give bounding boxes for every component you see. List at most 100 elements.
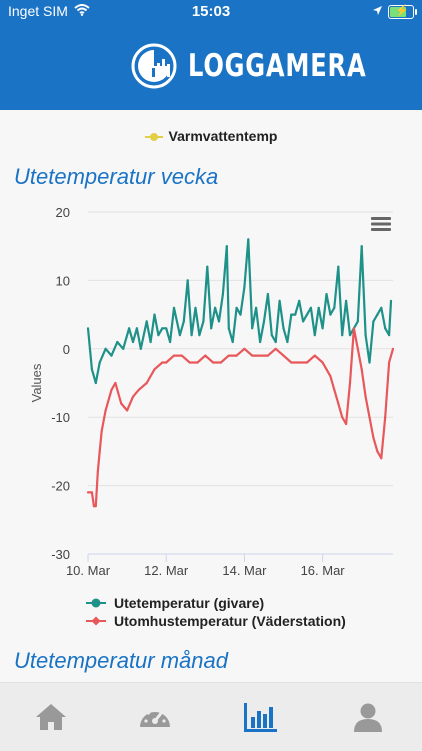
data-point — [178, 334, 181, 337]
bar-chart-icon[interactable] — [242, 701, 278, 733]
home-icon[interactable] — [33, 701, 69, 733]
data-point — [120, 402, 123, 405]
data-point — [161, 361, 164, 364]
data-point — [274, 340, 277, 344]
data-point — [282, 327, 285, 330]
data-point — [219, 361, 222, 364]
data-point — [372, 436, 375, 439]
data-point — [376, 313, 379, 316]
data-point — [126, 409, 129, 412]
data-point — [247, 238, 250, 241]
data-point — [131, 340, 135, 344]
data-point — [100, 429, 103, 432]
data-point — [104, 409, 107, 412]
data-point — [290, 313, 293, 316]
data-point — [92, 505, 95, 508]
battery-charging-icon: ⚡ — [388, 5, 414, 19]
app-header — [0, 0, 422, 110]
data-point — [235, 354, 238, 357]
data-point — [110, 388, 113, 391]
data-point — [317, 306, 320, 309]
data-point — [153, 313, 156, 316]
data-point — [86, 491, 90, 494]
data-point — [188, 361, 191, 364]
y-tick-label: 20 — [56, 205, 70, 220]
tab-bar — [0, 682, 422, 751]
legend-label: Varmvattentemp — [168, 128, 278, 144]
wifi-icon — [74, 4, 90, 16]
hamburger-menu-icon[interactable] — [366, 211, 396, 237]
data-point — [198, 334, 201, 337]
data-point — [190, 334, 193, 337]
series-line-vaderstation — [88, 327, 395, 508]
loggamera-logo-icon — [131, 43, 177, 89]
data-point — [329, 375, 332, 378]
location-arrow-icon — [373, 6, 382, 15]
data-point — [286, 340, 289, 344]
data-point — [368, 361, 371, 364]
data-point — [182, 320, 185, 323]
data-point — [364, 334, 367, 337]
data-point — [243, 347, 246, 350]
status-bar: Inget SIM 15:03 ⚡ — [0, 0, 422, 24]
y-tick-label: -10 — [51, 410, 70, 425]
brand-name: LOGGAMERA — [188, 48, 367, 84]
data-point — [341, 416, 344, 419]
x-tick-label: 12. Mar — [144, 563, 189, 578]
data-point — [165, 327, 168, 330]
y-tick-label: -30 — [51, 547, 70, 562]
data-point — [251, 354, 254, 357]
data-point — [356, 347, 359, 350]
data-point — [225, 245, 228, 248]
data-point — [202, 320, 205, 323]
section-title-month: Utetemperatur månad — [14, 648, 228, 673]
status-time: 15:03 — [191, 3, 231, 20]
data-point — [157, 334, 160, 337]
data-point — [90, 491, 93, 494]
data-point — [114, 381, 117, 385]
data-point — [204, 354, 207, 357]
data-point — [305, 361, 309, 364]
data-point — [180, 354, 183, 357]
data-point — [221, 293, 224, 296]
data-point — [345, 299, 348, 302]
data-point — [149, 340, 152, 344]
data-point — [329, 313, 332, 316]
data-point — [388, 361, 391, 364]
legend-varmvattentemp[interactable]: Varmvattentemp — [0, 128, 422, 144]
data-point — [274, 347, 277, 350]
data-point — [389, 299, 393, 302]
data-point — [348, 334, 352, 337]
data-point — [251, 327, 254, 330]
legend-item-vaderstation[interactable]: Utomhustemperatur (Väderstation) — [86, 612, 346, 630]
x-tick-label: 10. Mar — [66, 563, 111, 578]
data-point — [137, 388, 140, 391]
data-point — [255, 306, 258, 309]
data-point — [231, 340, 234, 344]
data-point — [305, 313, 309, 316]
legend-marker-icon — [144, 133, 163, 142]
series-line-givare — [86, 238, 393, 385]
gauge-icon[interactable] — [137, 701, 173, 733]
y-tick-label: 10 — [56, 273, 70, 288]
data-point — [391, 347, 395, 350]
user-icon[interactable] — [350, 701, 386, 733]
data-point — [110, 354, 113, 357]
data-point — [227, 354, 230, 357]
y-tick-label: 0 — [63, 342, 70, 357]
data-point — [116, 340, 119, 344]
data-point — [172, 354, 176, 357]
data-point — [94, 381, 97, 385]
data-point — [345, 422, 348, 426]
data-point — [122, 347, 125, 350]
data-point — [145, 381, 148, 385]
data-point — [259, 354, 262, 357]
data-point — [104, 347, 107, 350]
data-point — [196, 361, 199, 364]
legend-item-givare[interactable]: Utetemperatur (givare) — [86, 594, 346, 612]
data-point — [380, 306, 383, 309]
data-point — [380, 457, 383, 460]
y-axis-label: Values — [29, 363, 44, 402]
data-point — [282, 354, 285, 357]
